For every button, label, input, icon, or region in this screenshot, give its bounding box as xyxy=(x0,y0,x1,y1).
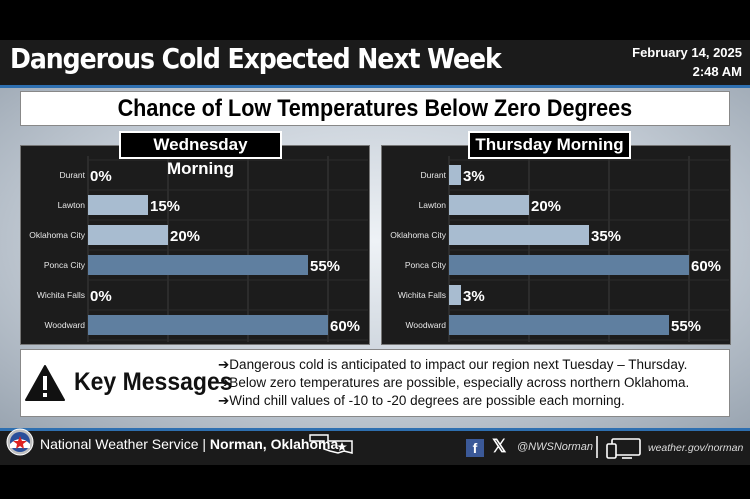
footer-bar xyxy=(0,428,750,465)
category-label: Lawton xyxy=(419,200,447,210)
data-label: 0% xyxy=(90,288,112,305)
bar xyxy=(88,255,308,275)
data-label: 55% xyxy=(310,258,340,275)
bar xyxy=(88,315,328,335)
bar xyxy=(88,195,148,215)
website-link[interactable]: weather.gov/norman xyxy=(648,442,744,454)
data-label: 55% xyxy=(671,318,701,335)
wednesday-chart-title: Wednesday Morning xyxy=(119,131,282,178)
agency-name: National Weather Service | xyxy=(40,436,210,452)
bar xyxy=(88,225,168,245)
footer-divider xyxy=(596,436,598,458)
bar xyxy=(449,255,689,275)
issued-datetime: February 14, 2025 2:48 AM xyxy=(632,43,742,81)
key-message: ➔Dangerous cold is anticipated to impact… xyxy=(218,357,688,372)
thursday-chart: Durant 3% Lawton 20% Oklahoma City 35% Ponca C… xyxy=(390,156,729,342)
page-title: Dangerous Cold Expected Next Week xyxy=(10,42,502,75)
data-label: 15% xyxy=(150,198,180,215)
facebook-icon[interactable]: f xyxy=(466,439,484,457)
data-label: 3% xyxy=(463,168,485,185)
thursday-chart-title: Thursday Morning xyxy=(468,131,631,159)
nws-logo-icon xyxy=(6,428,34,456)
warning-icon xyxy=(25,365,65,401)
data-label: 60% xyxy=(691,258,721,275)
wednesday-chart-panel: Durant 0% Lawton 15% Oklahoma City 20% Ponca C… xyxy=(20,145,370,345)
title-bar: Dangerous Cold Expected Next Week Februa… xyxy=(0,40,750,88)
data-label: 35% xyxy=(591,228,621,245)
data-label: 60% xyxy=(330,318,360,335)
category-label: Ponca City xyxy=(405,260,447,270)
category-label: Woodward xyxy=(406,320,447,330)
thursday-chart-panel: Durant 3% Lawton 20% Oklahoma City 35% Ponca C… xyxy=(381,145,731,345)
data-label: 0% xyxy=(90,168,112,185)
bar xyxy=(449,165,461,185)
data-label: 20% xyxy=(170,228,200,245)
bar xyxy=(449,225,589,245)
category-label: Ponca City xyxy=(44,260,86,270)
category-label: Durant xyxy=(59,170,85,180)
organization-name: National Weather Service | Norman, Oklah… xyxy=(40,436,338,452)
devices-icon xyxy=(606,438,641,459)
social-handle[interactable]: @NWSNorman xyxy=(517,441,593,453)
key-message: ➔Below zero temperatures are possible, e… xyxy=(218,375,690,390)
wednesday-chart: Durant 0% Lawton 15% Oklahoma City 20% Ponca C… xyxy=(29,156,368,342)
bar xyxy=(449,315,669,335)
key-message: ➔Wind chill values of -10 to -20 degrees… xyxy=(218,393,625,408)
data-label: 20% xyxy=(531,198,561,215)
issued-time: 2:48 AM xyxy=(692,64,742,79)
data-label: 3% xyxy=(463,288,485,305)
bar xyxy=(449,285,461,305)
chart-subtitle: Chance of Low Temperatures Below Zero De… xyxy=(117,95,633,122)
key-messages-list: ➔Dangerous cold is anticipated to impact… xyxy=(218,356,689,410)
key-messages-label: Key Messages xyxy=(74,368,233,396)
category-label: Wichita Falls xyxy=(398,290,446,300)
category-label: Wichita Falls xyxy=(37,290,85,300)
key-messages-box xyxy=(20,349,730,417)
office-name: Norman, Oklahoma xyxy=(209,436,339,452)
category-label: Oklahoma City xyxy=(29,230,85,240)
category-label: Durant xyxy=(420,170,446,180)
category-label: Lawton xyxy=(58,200,86,210)
chart-subtitle-box: Chance of Low Temperatures Below Zero De… xyxy=(20,91,730,126)
category-label: Woodward xyxy=(45,320,86,330)
x-twitter-icon[interactable]: 𝕏 xyxy=(492,436,507,456)
bar xyxy=(449,195,529,215)
issued-date: February 14, 2025 xyxy=(632,45,742,60)
oklahoma-map-icon xyxy=(309,434,353,454)
category-label: Oklahoma City xyxy=(390,230,446,240)
